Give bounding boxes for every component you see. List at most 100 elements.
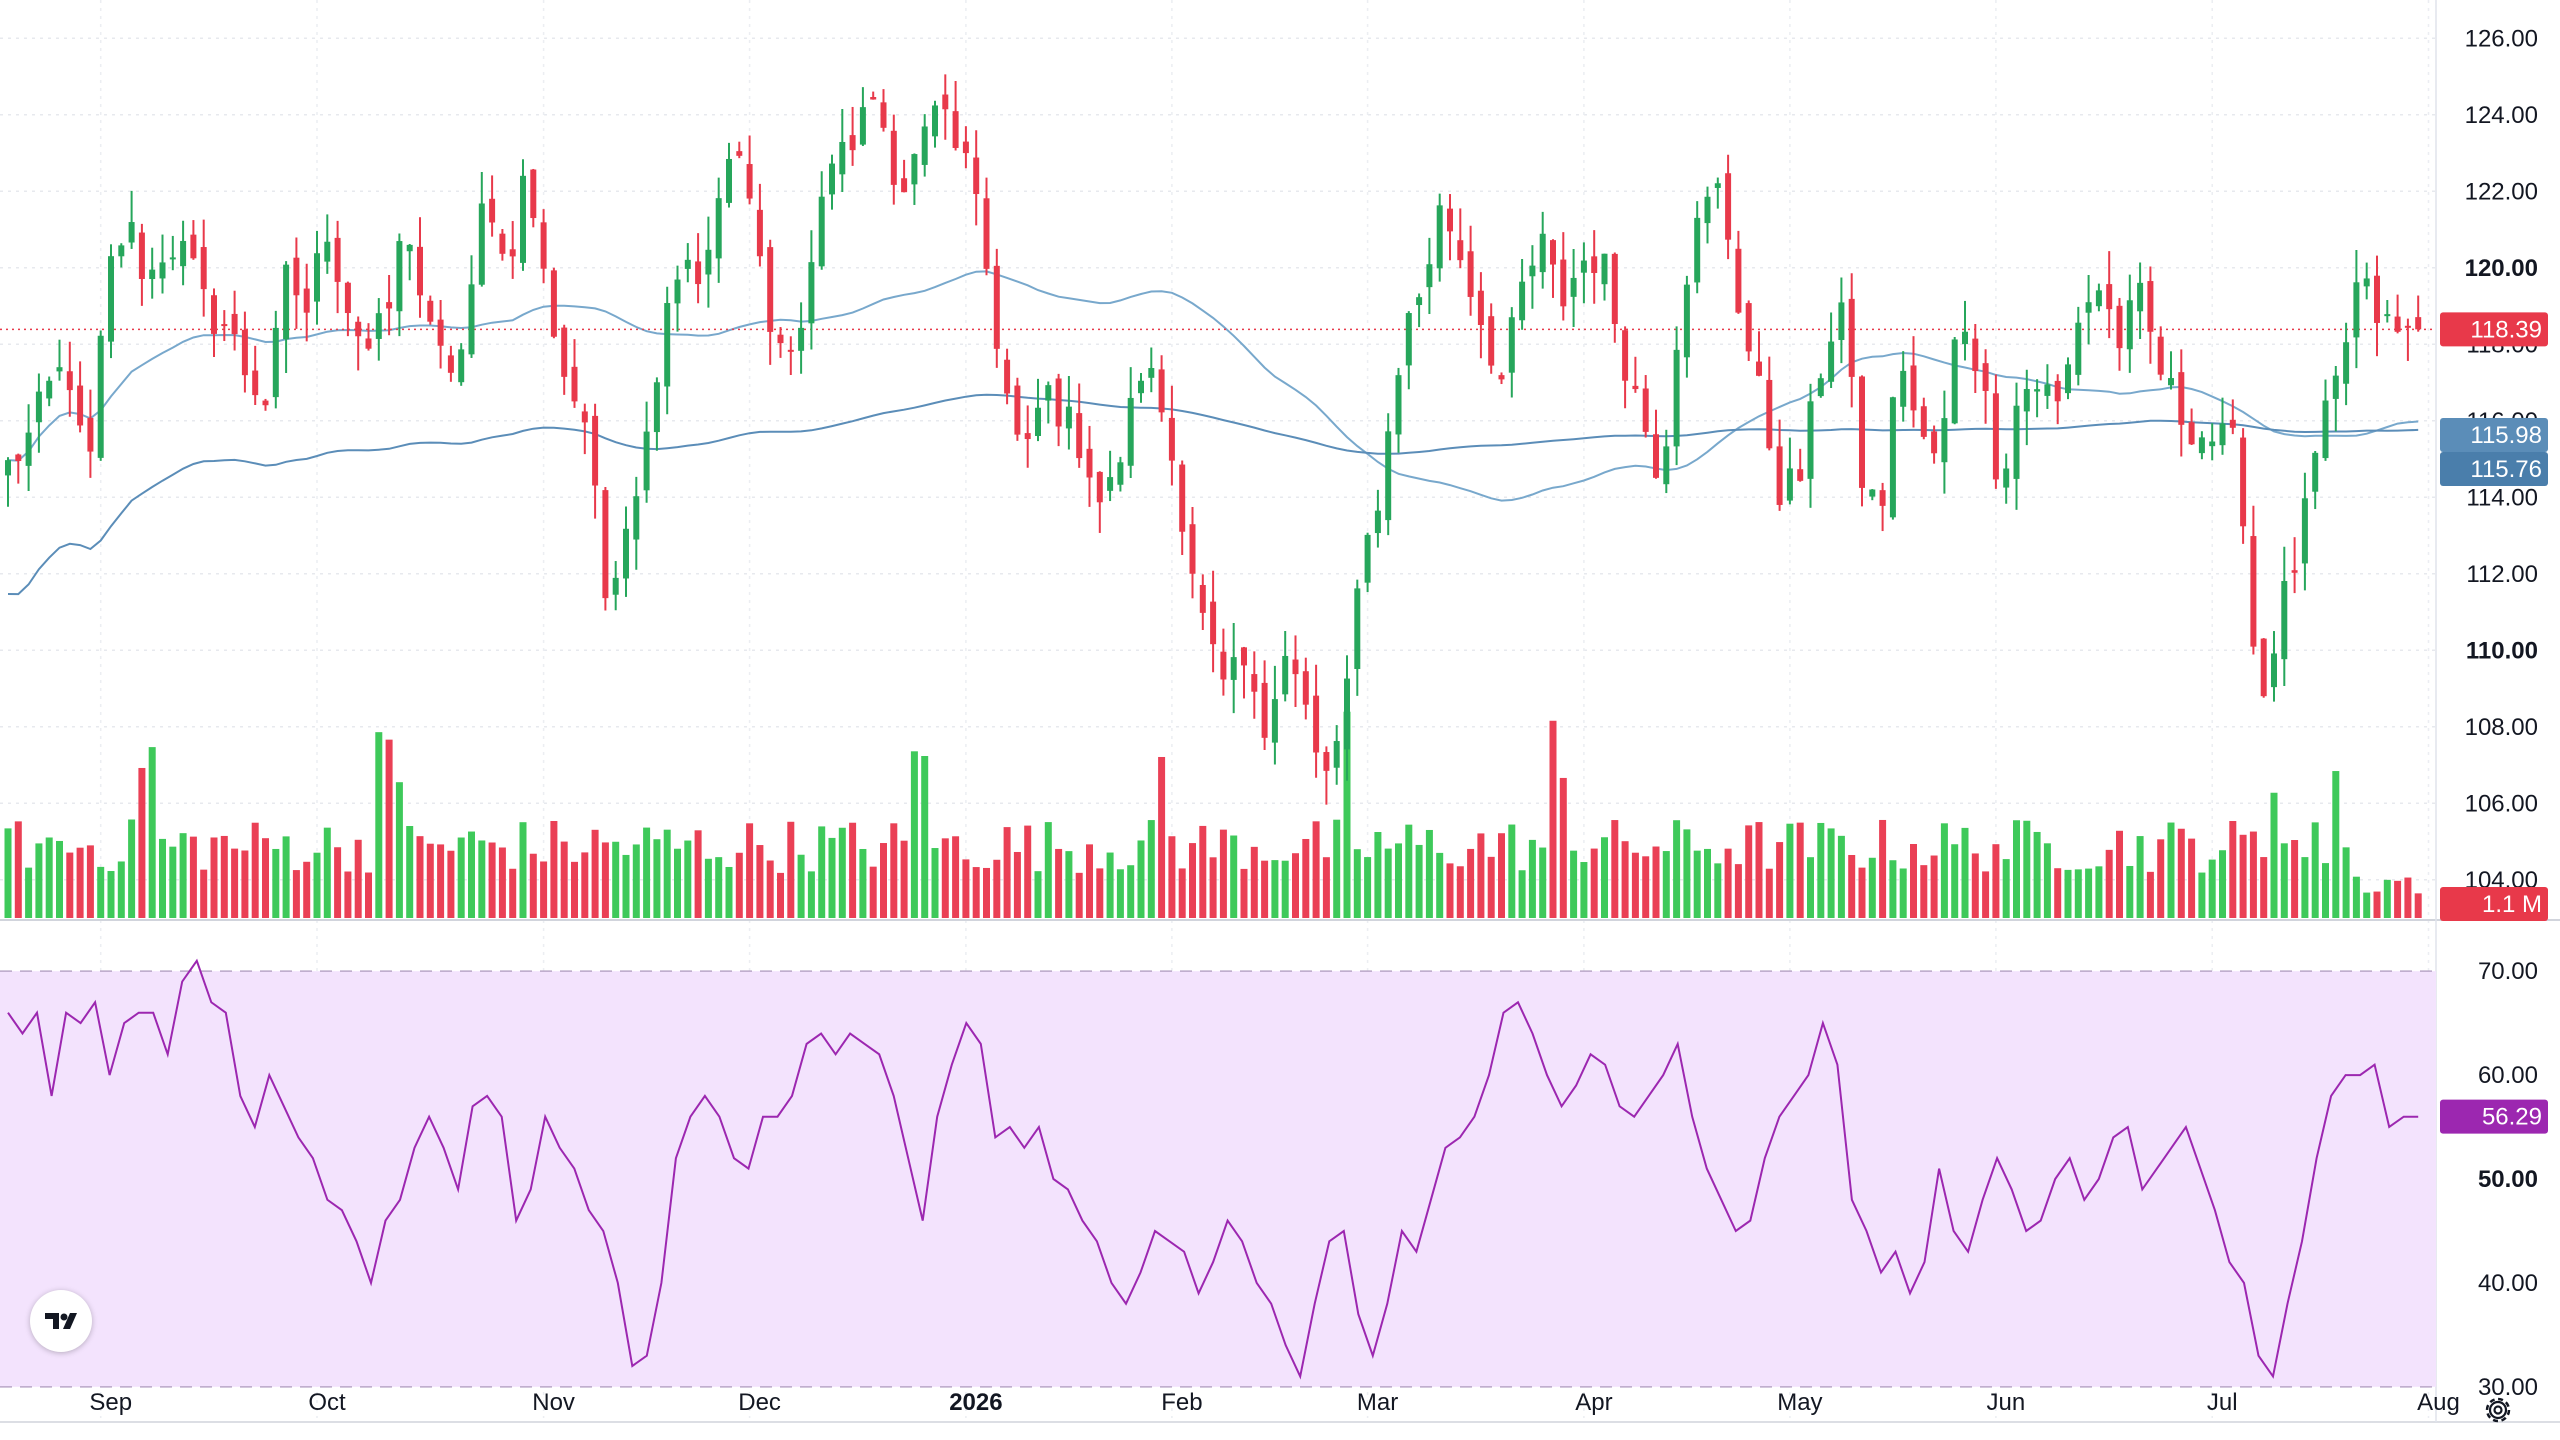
candle-body <box>1941 418 1948 463</box>
candle-body <box>1828 341 1835 382</box>
tradingview-logo-icon[interactable] <box>30 1290 92 1352</box>
candle <box>1859 375 1865 507</box>
price-badges: 118.39 115.98 115.76 1.1 M 56.29 <box>2440 312 2548 1134</box>
candle-body <box>777 334 784 344</box>
candle <box>2281 546 2288 687</box>
candle <box>272 310 279 409</box>
candle <box>726 142 732 208</box>
volume-bar <box>725 866 733 918</box>
volume-bar <box>787 821 795 918</box>
candle <box>705 216 712 308</box>
candle-body <box>2044 384 2051 396</box>
time-tick-label: 2026 <box>949 1389 1002 1416</box>
candle <box>1725 154 1732 260</box>
candle-body <box>942 94 949 110</box>
candle-body <box>2260 638 2267 697</box>
volume-bar <box>25 867 33 918</box>
candle <box>365 323 372 351</box>
volume-bar <box>1487 856 1495 918</box>
candle-body <box>2404 325 2411 328</box>
volume-bar <box>2270 792 2278 918</box>
volume-bar <box>2085 868 2093 918</box>
volume-bar <box>1096 868 1104 918</box>
volume-bar <box>880 843 887 918</box>
volume-bar <box>2136 836 2144 918</box>
volume-bar <box>2074 869 2082 918</box>
candle <box>458 343 465 386</box>
candle <box>993 248 1000 368</box>
candle-body <box>427 300 434 322</box>
candle <box>1776 419 1783 511</box>
candle <box>1158 355 1165 422</box>
candle-body <box>1529 265 1536 277</box>
gear-icon[interactable] <box>2480 1392 2516 1428</box>
volume-bar <box>56 840 63 918</box>
candle-body <box>56 367 63 372</box>
volume-bar <box>1889 860 1897 918</box>
candle-body <box>2301 498 2308 564</box>
volume-bar <box>1137 840 1145 918</box>
volume-bar <box>1868 857 1876 918</box>
candle-body <box>1230 657 1237 680</box>
candle-body <box>334 237 341 282</box>
candle <box>1035 378 1041 442</box>
volume-bar <box>1477 833 1485 918</box>
candle-body <box>272 327 279 398</box>
candle <box>2147 266 2154 364</box>
candle-body <box>5 460 11 476</box>
candle <box>1941 390 1948 494</box>
candle-body <box>1035 407 1041 436</box>
candle-body <box>1869 489 1876 497</box>
candle-body <box>921 126 928 165</box>
candle <box>1519 258 1526 330</box>
candle-body <box>592 415 599 486</box>
candle <box>1848 273 1855 408</box>
volume-bar <box>1116 869 1124 918</box>
candle <box>530 168 537 228</box>
volume-bar <box>1240 868 1248 918</box>
candle-body <box>1241 647 1247 666</box>
volume-bar <box>1127 865 1135 918</box>
candlesticks[interactable] <box>5 74 2422 805</box>
volume-bar <box>2188 838 2196 918</box>
candle-body <box>1261 682 1268 738</box>
candle <box>2126 274 2133 373</box>
volume-bar <box>777 872 784 918</box>
candle-body <box>571 366 578 402</box>
volume-bar <box>457 837 465 918</box>
candle-body <box>1076 413 1083 459</box>
ma-slow-badge-text: 115.76 <box>2470 456 2542 483</box>
candle-body <box>509 249 516 257</box>
candle <box>499 228 506 261</box>
volume-bar <box>1003 827 1011 918</box>
candle-body <box>1282 655 1289 695</box>
volume-bar <box>715 857 723 918</box>
candle-body <box>674 279 681 304</box>
candle-body <box>2137 282 2144 312</box>
volume-bar <box>560 841 568 918</box>
candle-body <box>2363 278 2370 287</box>
candle <box>1138 372 1144 403</box>
candle-body <box>1859 376 1865 488</box>
candle-body <box>1385 431 1392 521</box>
candle-body <box>2034 389 2041 392</box>
candle-body <box>1745 303 1752 352</box>
candle <box>2404 318 2411 361</box>
candle-body <box>890 130 897 185</box>
volume-bar <box>1353 849 1361 918</box>
volume-bar <box>1601 837 1608 918</box>
volume-bar <box>231 848 239 918</box>
price-tick-label: 124.00 <box>2465 102 2538 129</box>
candle <box>2374 255 2380 357</box>
candle <box>97 330 104 461</box>
volume-bar <box>1209 857 1217 918</box>
volume-bar <box>1765 868 1773 918</box>
candle-body <box>1498 375 1505 380</box>
volume-bar <box>746 823 754 918</box>
candle <box>1642 375 1649 438</box>
candle-body <box>2116 305 2123 349</box>
candle-body <box>2147 281 2154 332</box>
volume-bar <box>972 867 980 918</box>
volume-bar <box>1086 844 1093 918</box>
